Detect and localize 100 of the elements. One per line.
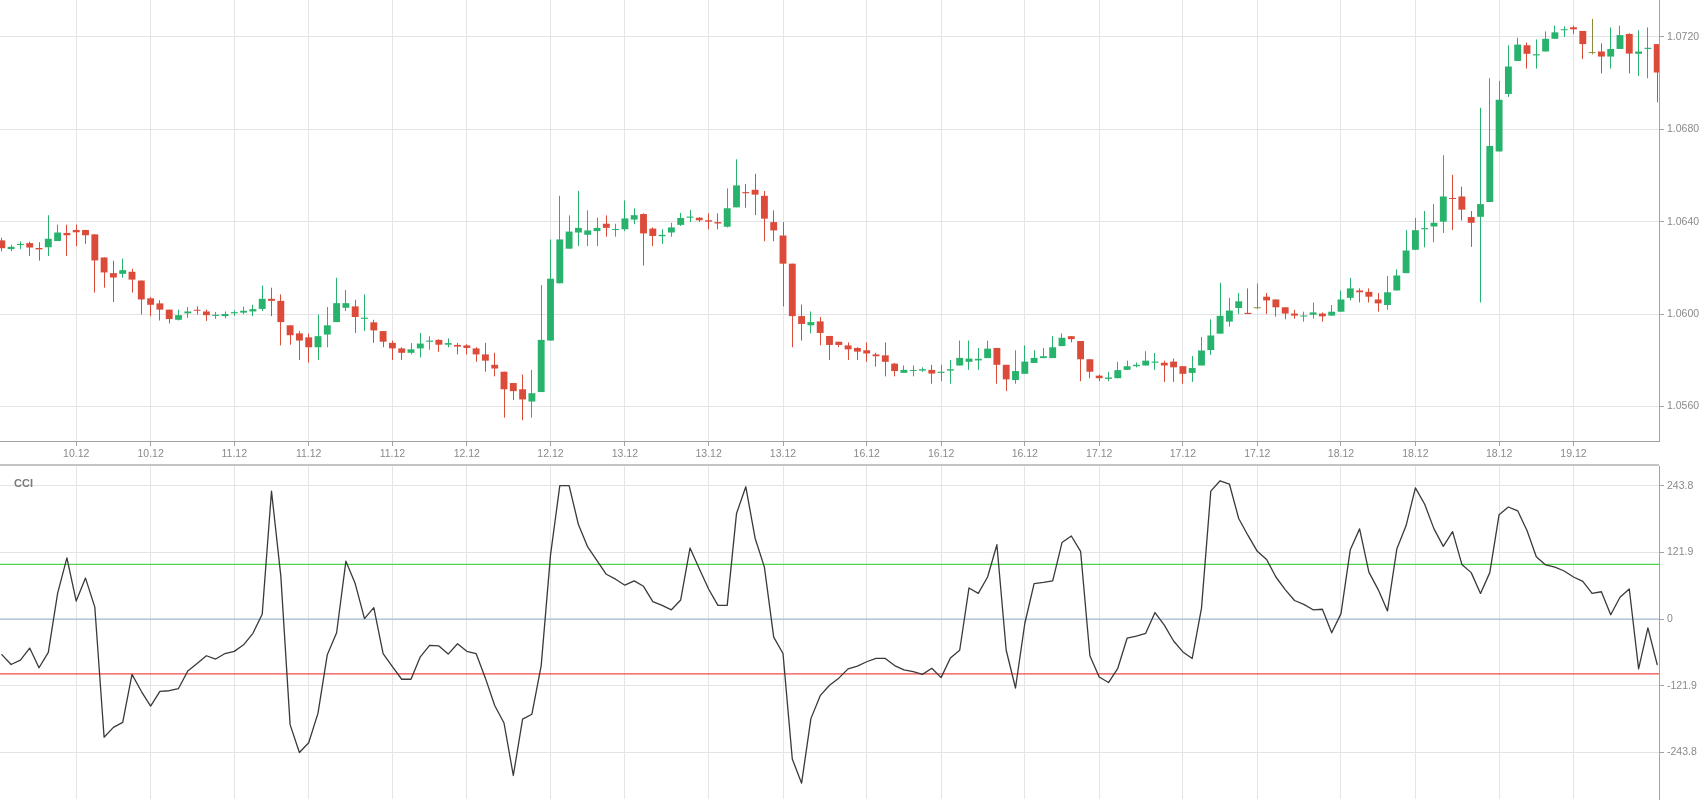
candlestick (323, 306, 331, 348)
candlestick (584, 209, 592, 247)
x-tick-label: 18.12 (1402, 447, 1429, 460)
candlestick (881, 341, 889, 377)
candlestick (1058, 332, 1066, 347)
y-tick-label: 1.0640 (1667, 214, 1700, 227)
candlestick (1114, 361, 1122, 379)
candlestick (1346, 277, 1354, 301)
x-tick-label: 16.12 (853, 447, 880, 460)
x-tick-label: 19.12 (1560, 447, 1587, 460)
candlestick (342, 289, 350, 312)
candlestick (398, 346, 406, 361)
candlestick (481, 342, 489, 373)
candlestick (295, 330, 303, 361)
candlestick (537, 284, 545, 393)
candlestick (435, 338, 443, 353)
candlestick (1551, 25, 1559, 40)
candlestick (1123, 360, 1131, 371)
candlestick (993, 347, 1001, 385)
candlestick (1439, 154, 1447, 234)
candlestick (667, 222, 675, 238)
candlestick (1002, 364, 1010, 392)
candlestick (1207, 318, 1215, 356)
candlestick (1635, 29, 1643, 77)
candlestick (1309, 301, 1317, 320)
x-tick-label: 10.12 (63, 447, 90, 460)
candlestick (1458, 186, 1466, 221)
candlestick (333, 277, 341, 323)
candlestick (1467, 210, 1475, 248)
candlestick (788, 263, 796, 348)
candlestick (1495, 80, 1503, 152)
candlestick (240, 306, 248, 315)
candlestick (853, 346, 861, 361)
candlestick (54, 224, 62, 242)
x-tick-label: 11.12 (379, 447, 406, 460)
candlestick (816, 316, 824, 346)
candlestick (1542, 30, 1550, 52)
candlestick (1188, 355, 1196, 383)
candlestick (500, 371, 508, 419)
x-tick-label: 13.12 (611, 447, 639, 460)
x-tick-label: 11.12 (221, 447, 248, 460)
y-tick-label: 243.8 (1667, 478, 1694, 491)
candlestick (379, 330, 387, 348)
candlestick (714, 212, 722, 230)
x-tick-label: 16.12 (927, 447, 955, 460)
candlestick (1049, 335, 1057, 359)
y-tick-label: 1.0560 (1667, 399, 1700, 412)
x-tick-label: 17.12 (1244, 447, 1271, 460)
candlestick (109, 260, 117, 303)
y-tick-label: 1.0680 (1667, 122, 1700, 135)
candlestick (1365, 287, 1373, 303)
candlestick (528, 369, 536, 419)
text: CCI (14, 477, 33, 490)
candlestick (156, 299, 164, 321)
candlestick (1607, 26, 1615, 70)
candlestick (444, 337, 452, 348)
x-tick-label: 12.12 (537, 447, 564, 460)
candlestick (1579, 30, 1587, 60)
candlestick (184, 306, 192, 319)
candlestick (1384, 275, 1391, 311)
candlestick (147, 296, 155, 317)
candlestick (574, 190, 582, 247)
candlestick (1597, 42, 1605, 74)
candlestick (491, 352, 499, 377)
candlestick (1477, 107, 1484, 303)
candlestick (723, 187, 731, 228)
candlestick (705, 212, 713, 230)
y-tick-label: -121.9 (1667, 678, 1697, 691)
y-tick-label: 1.0720 (1667, 29, 1700, 42)
y-tick-label: 0 (1667, 611, 1673, 624)
x-tick-label: 17.12 (1169, 447, 1197, 460)
candlestick (1039, 347, 1047, 359)
candlestick (1486, 77, 1494, 203)
candlestick (630, 207, 638, 225)
candlestick (1402, 229, 1410, 274)
x-tick-label: 18.12 (1327, 447, 1355, 460)
candlestick (82, 229, 89, 245)
y-tick-label: 121.9 (1667, 545, 1694, 558)
x-tick-label: 18.12 (1485, 447, 1513, 460)
candlestick (733, 158, 740, 208)
candlestick (1179, 365, 1187, 385)
x-tick-label: 11.12 (295, 447, 322, 460)
candlestick (556, 195, 564, 284)
x-tick-label: 12.12 (453, 447, 481, 460)
x-tick-label: 13.12 (769, 447, 797, 460)
x-tick-label: 16.12 (1011, 447, 1039, 460)
candlestick (137, 280, 145, 315)
candlestick (119, 258, 127, 279)
candlestick (928, 364, 936, 385)
candlestick (1142, 350, 1150, 366)
x-tick-label: 17.12 (1086, 447, 1113, 460)
candlestick (984, 340, 992, 359)
candlestick (919, 366, 926, 373)
y-tick-label: -243.8 (1667, 745, 1697, 758)
candlestick (1086, 358, 1094, 379)
x-tick-label: 13.12 (695, 447, 722, 460)
candlestick (1235, 292, 1243, 315)
candlestick (1356, 287, 1364, 303)
candlestick (1281, 306, 1289, 320)
candlestick (351, 299, 359, 334)
